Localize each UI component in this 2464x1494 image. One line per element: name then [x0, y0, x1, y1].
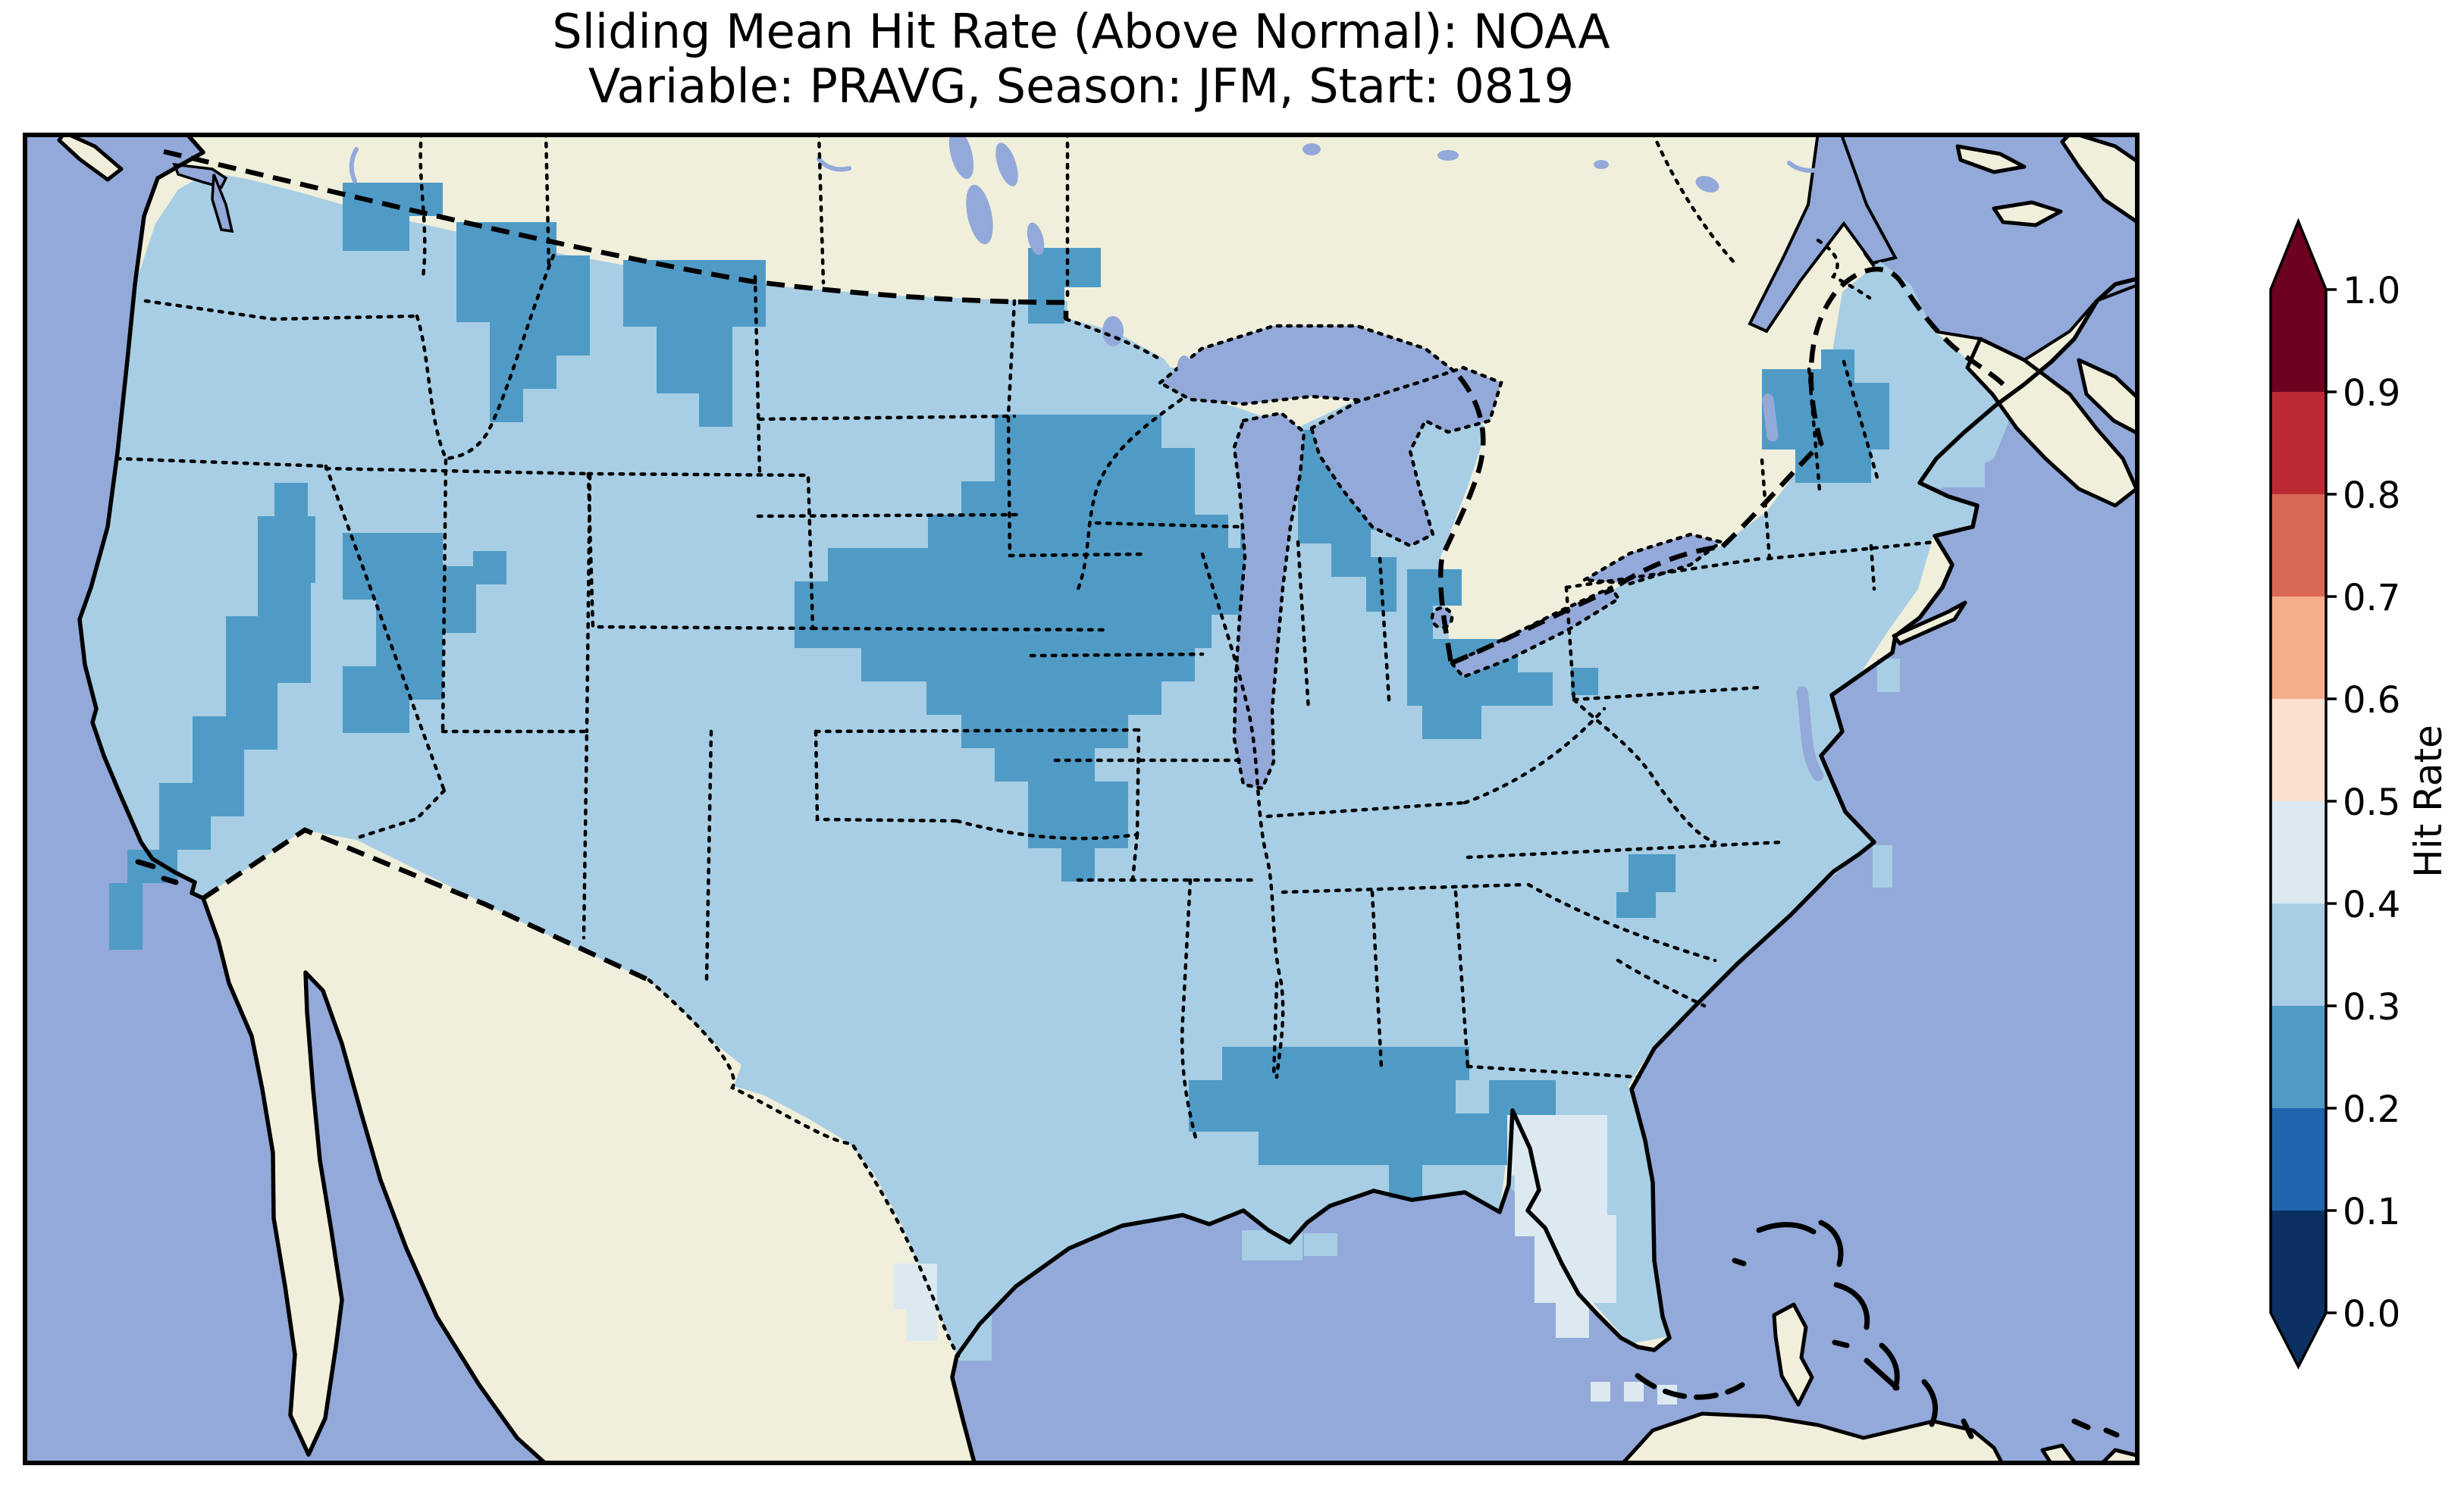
- patch-montana-west: [456, 222, 590, 422]
- colorbar-seg-00-01: [2271, 1211, 2326, 1313]
- us-canada-border-east: [1720, 266, 2005, 549]
- caribbean: [135, 859, 2140, 1465]
- patch-vermont-new-hampshire: [1762, 349, 1889, 483]
- colorbar-tick-0.3: 0.3: [2343, 986, 2401, 1029]
- colorbar-extend-under: [2271, 1313, 2326, 1367]
- patch-gulf-coast: [1189, 1047, 1556, 1198]
- us-canada-border: [163, 149, 1069, 319]
- colorbar-svg: [2269, 218, 2337, 1370]
- grand-bahama: [1756, 1222, 1817, 1235]
- newfoundland-corner: [2060, 133, 2140, 226]
- anticosti-island: [1955, 144, 2027, 174]
- colorbar-tick-0.7: 0.7: [2343, 577, 2401, 619]
- colorbar-axis-label: Hit Rate: [2406, 725, 2450, 878]
- chesapeake-bay: [1796, 686, 1824, 781]
- vancouver-island: [57, 133, 124, 182]
- abaco: [1818, 1220, 1844, 1267]
- colorbar-seg-06-07: [2271, 597, 2326, 699]
- colorbar-seg-09-10: [2271, 290, 2326, 392]
- colorbar-tick-0.8: 0.8: [2343, 475, 2401, 517]
- canadian-lakes: [948, 133, 1864, 377]
- us-canada-border-lakes: [1437, 374, 1486, 664]
- ragged-island: [1961, 1418, 1974, 1439]
- colorbar-tick-0.6: 0.6: [2343, 679, 2401, 722]
- colorbar-extend-over: [2271, 221, 2326, 290]
- eleuthera: [1833, 1282, 1870, 1330]
- lake-michigan: [1232, 411, 1306, 791]
- colorbar-seg-01-02: [2271, 1108, 2326, 1211]
- lake-champlain: [1762, 393, 1779, 442]
- new-providence: [1832, 1339, 1850, 1348]
- state-borders: [114, 133, 1937, 1358]
- patch-coastal-north-carolina: [1616, 854, 1676, 918]
- patch-wyoming-corner-cell: [473, 551, 506, 584]
- cuba: [1619, 1411, 2005, 1465]
- country-borders: [163, 149, 2005, 982]
- andros-island: [1772, 1302, 1814, 1407]
- map-frame: [23, 133, 2140, 1465]
- great-lakes: [1156, 324, 1726, 791]
- colorbar: [2259, 212, 2358, 1383]
- colorbar-seg-07-08: [2271, 494, 2326, 597]
- colorbar-seg-05-06: [2271, 699, 2326, 801]
- chart-title-line1: Sliding Mean Hit Rate (Above Normal): NO…: [552, 4, 1610, 59]
- cape-breton: [2077, 358, 2140, 437]
- long-island: [1892, 600, 1967, 646]
- bimini: [1732, 1258, 1747, 1267]
- colorbar-seg-08-09: [2271, 392, 2326, 494]
- patch-keys-cell-1: [1591, 1382, 1610, 1402]
- lake-huron: [1309, 365, 1503, 548]
- us-hit-rate-map: [23, 133, 2140, 1465]
- lake-erie: [1449, 585, 1622, 679]
- us-mexico-border: [202, 827, 650, 982]
- patch-central-plains-hole: [893, 681, 926, 715]
- channel-islands: [135, 859, 179, 885]
- exuma-chain: [1864, 1358, 1900, 1391]
- chart-title-line2: Variable: PRAVG, Season: JFM, Start: 081…: [588, 58, 1575, 114]
- puget-sound-water: [211, 174, 234, 233]
- patch-montana-dakota: [623, 260, 766, 427]
- colorbar-tick-1.0: 1.0: [2343, 270, 2401, 312]
- colorbar-tick-0.0: 0.0: [2343, 1293, 2401, 1336]
- patch-keys-cell-2: [1624, 1382, 1644, 1402]
- lake-ontario: [1578, 532, 1726, 586]
- colorbar-seg-04-05: [2271, 801, 2326, 904]
- canadian-rivers: [349, 147, 1822, 183]
- patch-south-texas: [893, 1264, 937, 1341]
- patch-north-minnesota: [1028, 248, 1101, 324]
- turks-islets: [2071, 1418, 2120, 1438]
- long-island-bahamas: [1921, 1379, 1939, 1427]
- patch-kansas-tail: [1028, 781, 1128, 882]
- colorbar-tick-0.1: 0.1: [2343, 1191, 2401, 1233]
- colorbar-tick-0.5: 0.5: [2343, 781, 2401, 824]
- cat-island: [1879, 1342, 1900, 1391]
- colorbar-seg-03-04: [2271, 904, 2326, 1006]
- colorbar-tick-0.9: 0.9: [2343, 372, 2401, 415]
- us-canada-border-erie: [1450, 543, 1723, 666]
- st-lawrence-river: [1748, 133, 1898, 334]
- prince-edward-island: [1992, 200, 2063, 227]
- colorbar-tick-marks: [2326, 288, 2337, 1314]
- chart-title: Sliding Mean Hit Rate (Above Normal): NO…: [23, 5, 2140, 114]
- islands: [57, 133, 2140, 646]
- colorbar-tick-0.2: 0.2: [2343, 1088, 2401, 1131]
- map-area: [23, 133, 2140, 1465]
- patch-nevada-california: [109, 483, 315, 950]
- florida-keys: [1635, 1373, 1745, 1400]
- nova-scotia: [1965, 337, 2139, 508]
- colorbar-seg-02-03: [2271, 1006, 2326, 1108]
- patch-ohio-cell: [1571, 668, 1598, 695]
- colorbar-tick-0.4: 0.4: [2343, 884, 2401, 926]
